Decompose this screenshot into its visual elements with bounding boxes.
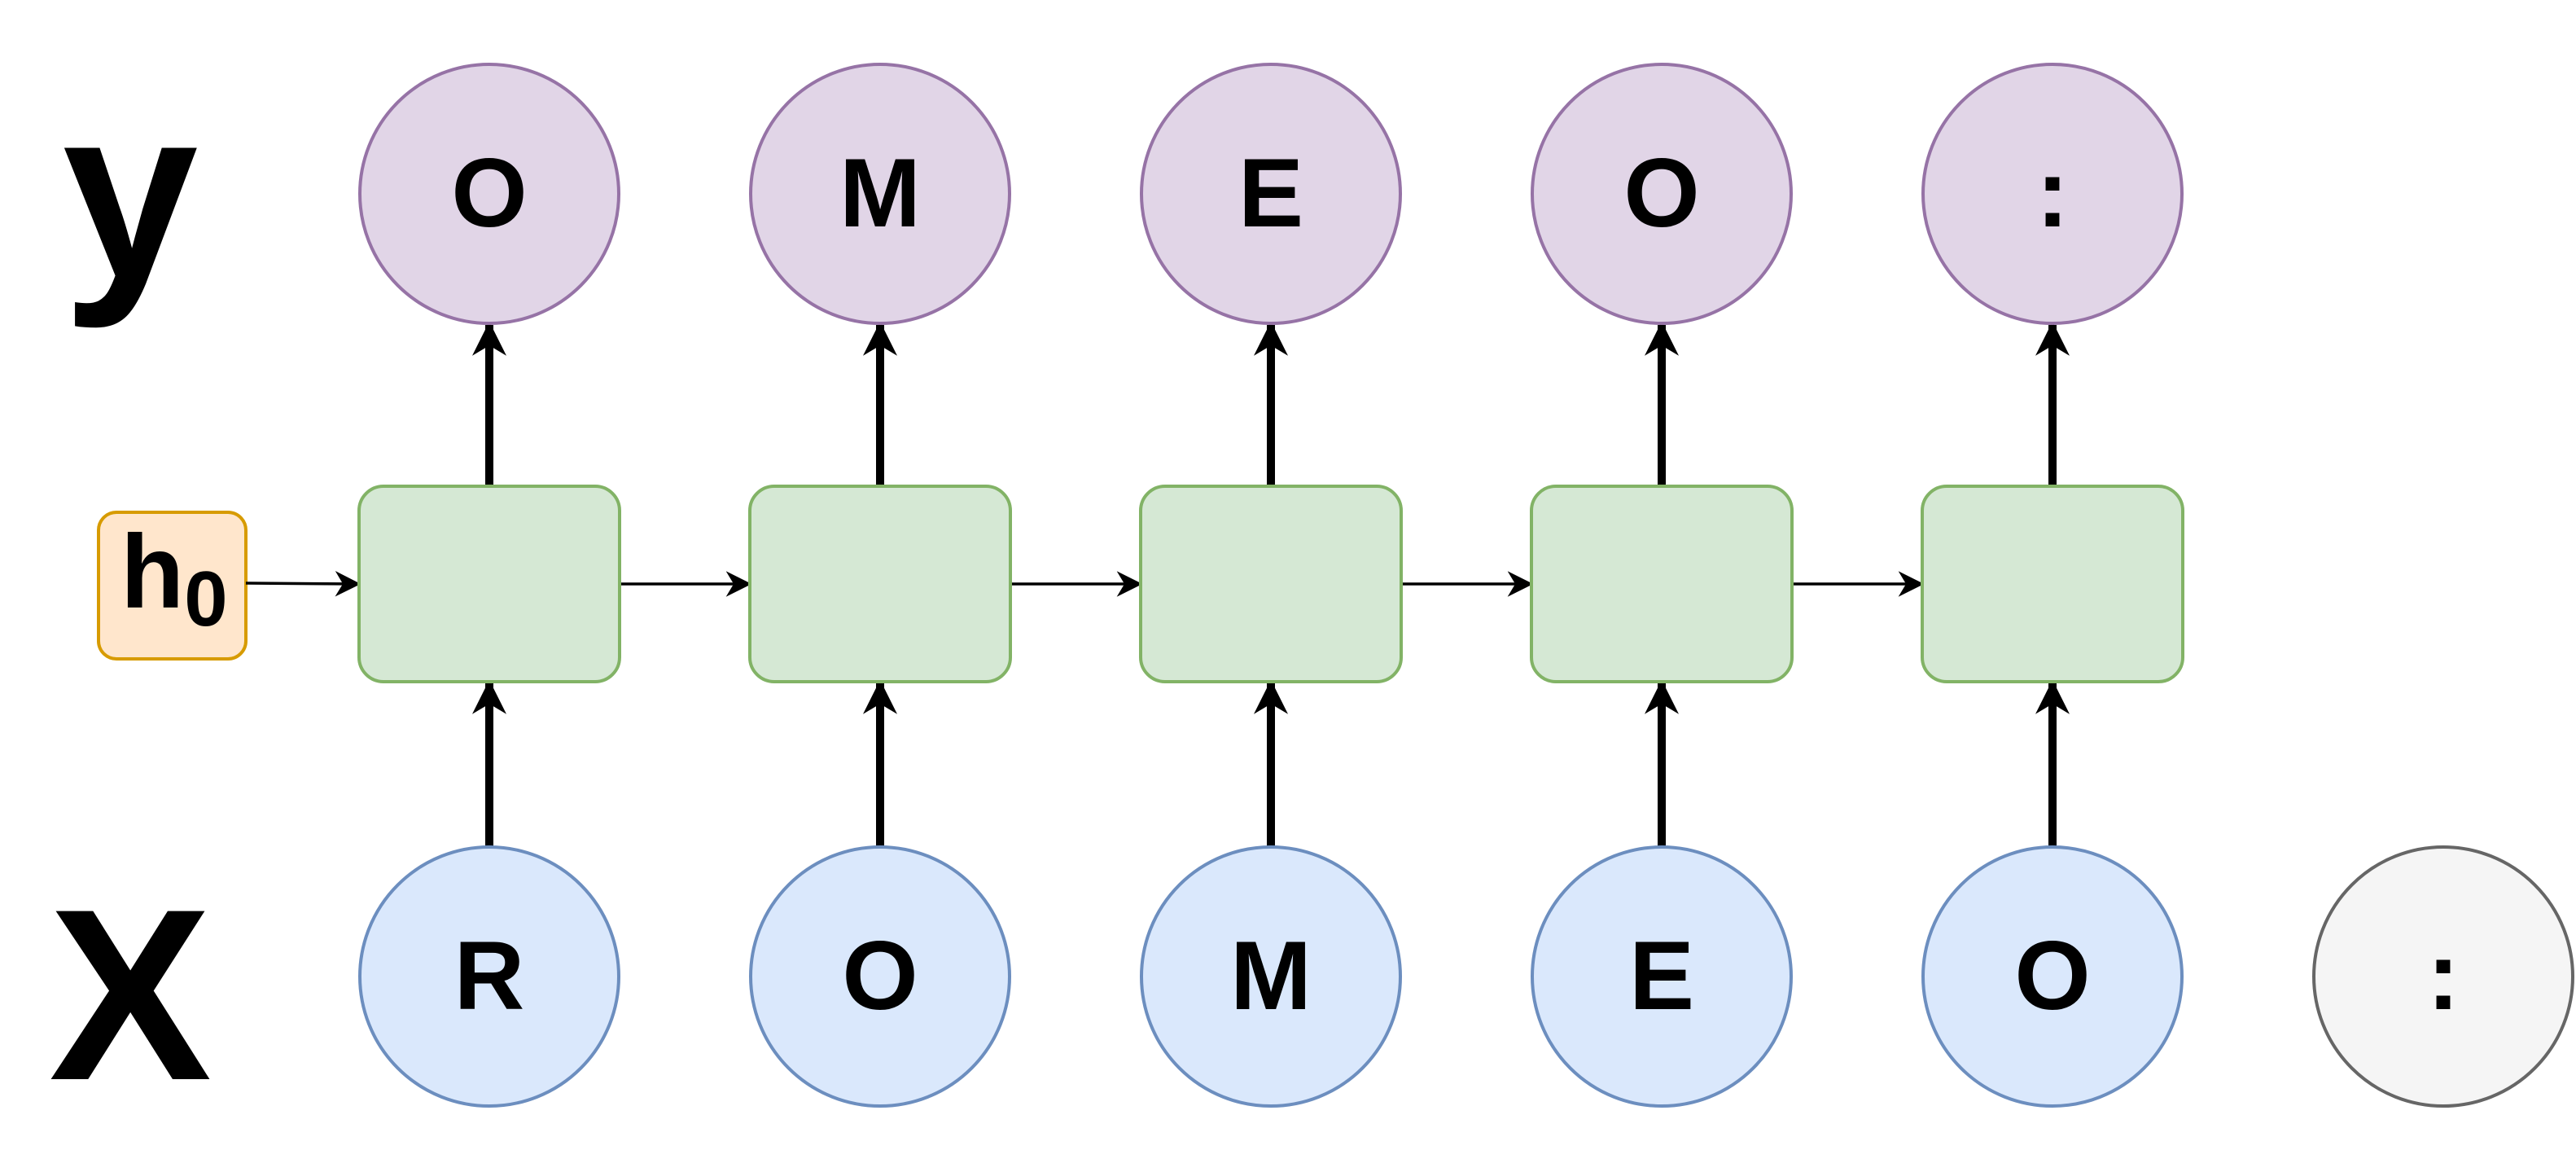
output-node: E (1140, 63, 1402, 325)
h0-box (97, 511, 248, 661)
output-node: : (1921, 63, 2184, 325)
output-row-label: y (63, 55, 200, 331)
rnn-cell (357, 485, 621, 683)
input-node-label: R (454, 921, 525, 1030)
rnn-cell (1530, 485, 1794, 683)
input-node: O (1921, 845, 2184, 1108)
input-node-circle (749, 845, 1011, 1108)
h0-label: h0 (120, 514, 228, 643)
input-node-label: E (1629, 921, 1694, 1030)
rnn-cell (748, 485, 1012, 683)
nodes: O R M O E M O E: O: (357, 63, 2574, 1108)
input-node-circle (1531, 845, 1793, 1108)
input-node-label: M (1230, 921, 1312, 1030)
h0-main: h (120, 514, 184, 630)
extra-input-node-label: : (2427, 921, 2460, 1030)
extra-input-node-circle (2312, 845, 2574, 1108)
output-node-circle (1140, 63, 1402, 325)
input-node: E (1531, 845, 1793, 1108)
rnn-cell (1921, 485, 2184, 683)
output-node-circle (1921, 63, 2184, 325)
input-node: R (358, 845, 620, 1108)
h0-arrow (245, 571, 361, 597)
input-node-circle (1921, 845, 2184, 1108)
extra-input-node: : (2312, 845, 2574, 1108)
input-node: O (749, 845, 1011, 1108)
output-node: O (1531, 63, 1793, 325)
initial-hidden-state: h0 (97, 511, 248, 661)
input-node-circle (1140, 845, 1402, 1108)
h0-sub: 0 (184, 555, 227, 643)
input-node-label: O (2014, 921, 2090, 1030)
edges (245, 321, 2070, 847)
output-node-label: M (839, 138, 921, 248)
output-node-label: : (2036, 138, 2069, 248)
output-node: O (358, 63, 620, 325)
input-row-label: X (49, 858, 213, 1131)
input-node: M (1140, 845, 1402, 1108)
output-node-circle (749, 63, 1011, 325)
output-node: M (749, 63, 1011, 325)
output-node-circle (1531, 63, 1793, 325)
output-node-label: O (1623, 138, 1699, 248)
output-node-label: E (1238, 138, 1303, 248)
output-node-label: O (451, 138, 527, 248)
input-node-circle (358, 845, 620, 1108)
output-node-circle (358, 63, 620, 325)
input-node-label: O (842, 921, 918, 1030)
rnn-cell (1139, 485, 1403, 683)
